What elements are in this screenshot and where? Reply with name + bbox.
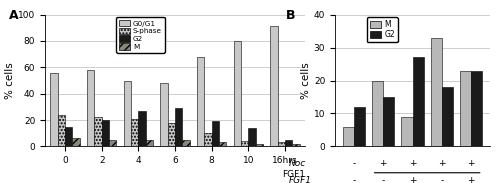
Bar [109,140,116,146]
Text: FGF1: FGF1 [282,170,305,179]
Bar [241,141,248,146]
Bar [219,142,226,146]
Legend: M, G2: M, G2 [366,17,398,42]
Bar [430,38,442,146]
Text: -: - [440,176,444,183]
Text: Noc: Noc [288,159,306,168]
Bar [102,120,109,146]
Bar [402,117,412,146]
Bar [412,57,424,146]
Bar [460,71,471,146]
Bar [354,107,365,146]
Text: +: + [467,159,474,168]
Y-axis label: % cells: % cells [5,62,15,99]
Legend: G0/G1, S-phase, G2, M: G0/G1, S-phase, G2, M [116,17,164,53]
Bar [248,128,256,146]
Bar [168,123,175,146]
Bar [197,57,204,146]
Bar [256,144,263,146]
Text: -: - [352,176,356,183]
Bar [204,133,212,146]
Bar [175,108,182,146]
Bar [270,27,278,146]
Bar [65,127,72,146]
Bar [212,121,219,146]
Bar [124,81,131,146]
Bar [372,81,384,146]
Text: +: + [438,159,446,168]
Text: -: - [352,159,356,168]
Text: +: + [409,176,416,183]
Text: -: - [382,176,385,183]
Bar [72,139,80,146]
Bar [384,97,394,146]
Text: +: + [380,159,387,168]
Bar [131,119,138,146]
Y-axis label: % cells: % cells [301,62,311,99]
Bar [138,111,145,146]
Bar [278,142,285,146]
Bar [146,140,153,146]
Bar [234,41,241,146]
Bar [182,140,190,146]
Bar [50,73,58,146]
Text: +: + [409,159,416,168]
Bar [94,117,102,146]
Bar [160,83,168,146]
Bar [58,115,65,146]
Bar [292,144,300,146]
Bar [343,127,354,146]
Bar [285,140,292,146]
Text: +: + [467,176,474,183]
Text: A: A [8,9,18,22]
Text: B: B [286,9,295,22]
Bar [471,71,482,146]
Bar [87,70,94,146]
Text: FGF1: FGF1 [288,176,312,183]
Bar [442,87,453,146]
